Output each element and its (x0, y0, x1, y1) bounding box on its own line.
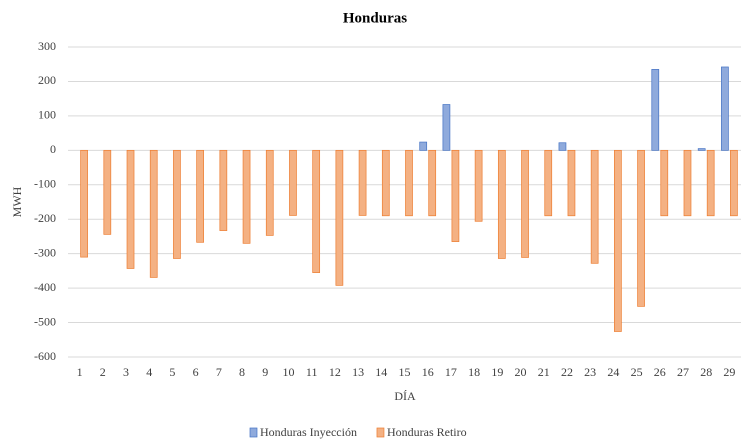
bar (265, 149, 274, 236)
legend-label: Honduras Inyección (260, 425, 357, 439)
x-tick-label: 10 (282, 365, 294, 379)
x-tick-label: 2 (100, 365, 106, 379)
bar (242, 149, 251, 244)
x-tick-label: 5 (169, 365, 175, 379)
x-tick-label: 29 (723, 365, 735, 379)
bar (474, 149, 483, 222)
bar (706, 149, 715, 217)
y-tick-label: 0 (50, 142, 56, 156)
bar (721, 66, 729, 151)
y-tick-label: -600 (34, 349, 56, 363)
bar (497, 149, 506, 259)
x-tick-label: 28 (700, 365, 712, 379)
bar (683, 149, 692, 217)
bar (651, 69, 660, 151)
y-tick-label: 300 (38, 39, 56, 53)
bar (697, 148, 706, 151)
bar (451, 149, 460, 242)
bar (149, 149, 158, 278)
bar (358, 149, 367, 216)
x-tick-label: 16 (422, 365, 434, 379)
x-tick-label: 21 (538, 365, 550, 379)
bar (567, 149, 576, 217)
bar (103, 149, 112, 235)
x-tick-label: 9 (262, 365, 268, 379)
x-tick-label: 3 (123, 365, 129, 379)
x-tick-label: 1 (77, 365, 83, 379)
x-tick-label: 26 (654, 365, 666, 379)
bar (428, 149, 437, 217)
bar (730, 149, 738, 217)
bar (196, 149, 204, 243)
bar (660, 149, 669, 217)
y-tick-label: -200 (34, 211, 56, 225)
x-tick-label: 4 (146, 365, 152, 379)
legend-swatch (249, 427, 258, 438)
bar (173, 149, 181, 259)
x-tick-label: 15 (399, 365, 411, 379)
y-axis-label: MWH (10, 186, 24, 217)
y-tick-label: 100 (38, 108, 56, 122)
x-tick-label: 11 (306, 365, 318, 379)
x-axis-label: DÍA (394, 389, 416, 403)
bar (614, 149, 622, 332)
y-tick-label: -400 (34, 280, 56, 294)
bar (312, 149, 321, 273)
x-tick-label: 18 (468, 365, 480, 379)
x-tick-label: 22 (561, 365, 573, 379)
bar (590, 149, 599, 264)
bar (637, 149, 645, 307)
bar (558, 142, 567, 151)
x-tick-label: 24 (607, 365, 619, 379)
x-tick-label: 27 (677, 365, 689, 379)
x-tick-label: 12 (329, 365, 341, 379)
x-tick-label: 25 (631, 365, 643, 379)
bar (219, 149, 228, 231)
bar (405, 149, 413, 217)
bar (419, 141, 428, 151)
bar (442, 104, 451, 151)
bar (80, 149, 88, 258)
legend-label: Honduras Retiro (387, 425, 467, 439)
legend-swatch (376, 427, 385, 438)
bar (521, 149, 529, 258)
x-tick-label: 19 (491, 365, 503, 379)
x-tick-label: 20 (515, 365, 527, 379)
x-tick-label: 17 (445, 365, 457, 379)
x-tick-label: 6 (193, 365, 199, 379)
y-tick-label: 200 (38, 73, 56, 87)
bar (289, 149, 297, 216)
x-tick-label: 14 (375, 365, 387, 379)
bar (335, 149, 344, 286)
y-tick-label: -500 (34, 314, 56, 328)
x-tick-label: 23 (584, 365, 596, 379)
bar (544, 149, 553, 217)
bar (381, 149, 390, 217)
x-tick-label: 7 (216, 365, 222, 379)
chart-title: Honduras (343, 10, 407, 26)
bar (126, 149, 135, 269)
y-tick-label: -300 (34, 245, 56, 259)
x-tick-label: 8 (239, 365, 245, 379)
x-tick-label: 13 (352, 365, 364, 379)
y-tick-label: -100 (34, 177, 56, 191)
